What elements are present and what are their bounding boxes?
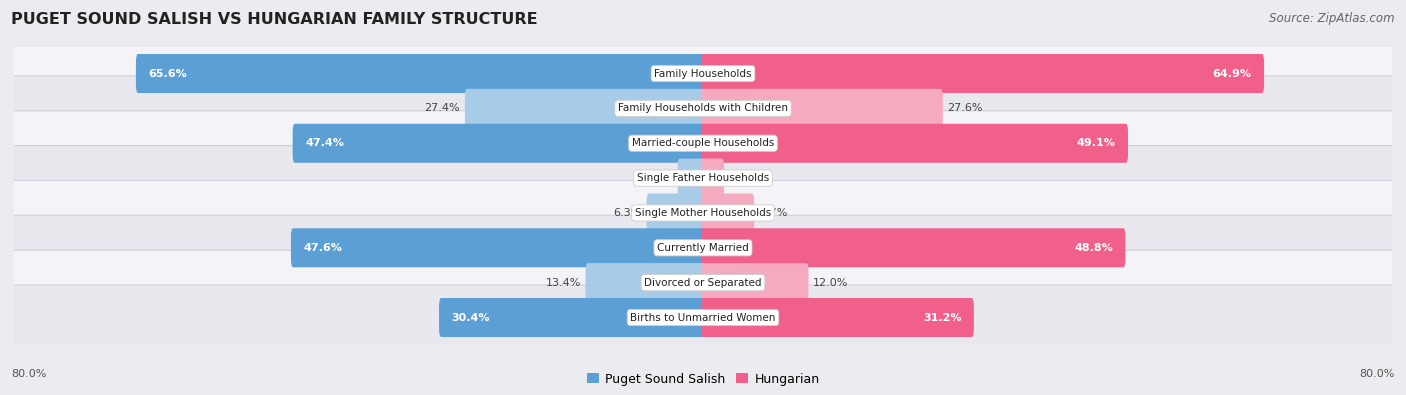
Text: 27.6%: 27.6% <box>948 103 983 113</box>
FancyBboxPatch shape <box>4 285 1402 350</box>
FancyBboxPatch shape <box>700 298 974 337</box>
FancyBboxPatch shape <box>4 111 1402 176</box>
Text: 2.7%: 2.7% <box>644 173 673 183</box>
Text: Source: ZipAtlas.com: Source: ZipAtlas.com <box>1270 12 1395 25</box>
Text: Family Households: Family Households <box>654 69 752 79</box>
FancyBboxPatch shape <box>700 228 1125 267</box>
Text: Births to Unmarried Women: Births to Unmarried Women <box>630 312 776 322</box>
FancyBboxPatch shape <box>700 124 1128 163</box>
FancyBboxPatch shape <box>4 181 1402 245</box>
Text: Married-couple Households: Married-couple Households <box>631 138 775 148</box>
FancyBboxPatch shape <box>439 298 706 337</box>
Text: Single Father Households: Single Father Households <box>637 173 769 183</box>
Text: 13.4%: 13.4% <box>546 278 581 288</box>
FancyBboxPatch shape <box>647 194 706 233</box>
Text: 6.3%: 6.3% <box>613 208 643 218</box>
FancyBboxPatch shape <box>4 41 1402 106</box>
Text: Single Mother Households: Single Mother Households <box>636 208 770 218</box>
Text: 30.4%: 30.4% <box>451 312 491 322</box>
Text: 5.7%: 5.7% <box>759 208 787 218</box>
Text: Divorced or Separated: Divorced or Separated <box>644 278 762 288</box>
Text: Family Households with Children: Family Households with Children <box>619 103 787 113</box>
FancyBboxPatch shape <box>4 146 1402 211</box>
FancyBboxPatch shape <box>465 89 706 128</box>
Text: 80.0%: 80.0% <box>1360 369 1395 379</box>
Legend: Puget Sound Salish, Hungarian: Puget Sound Salish, Hungarian <box>582 368 824 391</box>
FancyBboxPatch shape <box>136 54 706 93</box>
FancyBboxPatch shape <box>678 158 706 198</box>
FancyBboxPatch shape <box>700 158 724 198</box>
Text: Currently Married: Currently Married <box>657 243 749 253</box>
FancyBboxPatch shape <box>700 89 943 128</box>
FancyBboxPatch shape <box>4 250 1402 315</box>
Text: 31.2%: 31.2% <box>922 312 962 322</box>
Text: 64.9%: 64.9% <box>1212 69 1251 79</box>
Text: 49.1%: 49.1% <box>1077 138 1115 148</box>
FancyBboxPatch shape <box>4 76 1402 141</box>
FancyBboxPatch shape <box>700 194 754 233</box>
Text: 48.8%: 48.8% <box>1074 243 1114 253</box>
FancyBboxPatch shape <box>292 124 706 163</box>
Text: 27.4%: 27.4% <box>425 103 460 113</box>
Text: 12.0%: 12.0% <box>813 278 849 288</box>
Text: 47.4%: 47.4% <box>305 138 344 148</box>
Text: 65.6%: 65.6% <box>149 69 187 79</box>
FancyBboxPatch shape <box>700 263 808 302</box>
Text: PUGET SOUND SALISH VS HUNGARIAN FAMILY STRUCTURE: PUGET SOUND SALISH VS HUNGARIAN FAMILY S… <box>11 12 538 27</box>
FancyBboxPatch shape <box>700 54 1264 93</box>
FancyBboxPatch shape <box>585 263 706 302</box>
FancyBboxPatch shape <box>291 228 706 267</box>
Text: 47.6%: 47.6% <box>304 243 342 253</box>
Text: 2.2%: 2.2% <box>728 173 758 183</box>
Text: 80.0%: 80.0% <box>11 369 46 379</box>
FancyBboxPatch shape <box>4 215 1402 280</box>
